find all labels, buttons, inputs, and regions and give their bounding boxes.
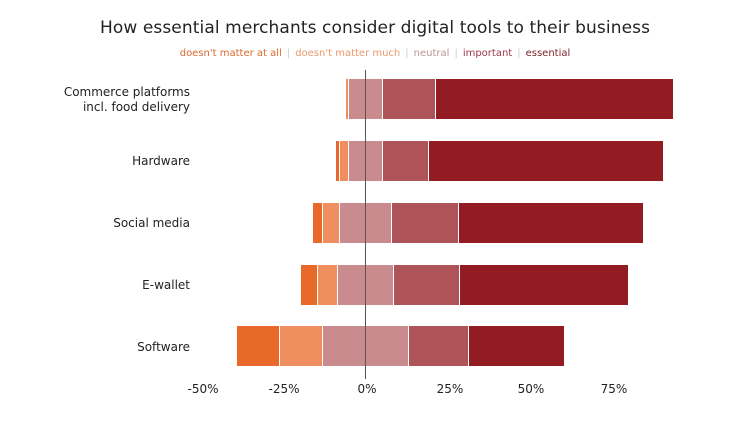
x-tick-label: -50% — [187, 382, 219, 396]
x-tick-label: 25% — [436, 382, 464, 396]
legend-separator: | — [454, 48, 458, 59]
bar-segment-important — [394, 265, 461, 305]
legend-item-doesnt-matter-at-all: doesn't matter at all — [179, 48, 282, 59]
bar-segment-doesn-t-matter-much — [339, 141, 350, 181]
legend: doesn't matter at all | doesn't matter muc… — [0, 48, 750, 59]
bar-segment-doesn-t-matter-much — [322, 203, 340, 243]
zero-axis-line — [365, 70, 366, 379]
bar-segment-doesn-t-matter-much — [346, 79, 350, 119]
bar-segment-doesn-t-matter-at-all — [313, 203, 323, 243]
legend-item-important: important — [462, 48, 513, 59]
row-label-hardware: Hardware — [132, 154, 190, 168]
chart-title: How essential merchants consider digital… — [99, 18, 651, 38]
legend-item-essential: essential — [525, 48, 571, 59]
bar-segment-doesn-t-matter-at-all — [301, 265, 318, 305]
bar-segment-essential — [468, 326, 565, 366]
bar-segment-doesn-t-matter-much — [279, 326, 323, 366]
row-label-e-wallet: E-wallet — [142, 278, 190, 292]
x-tick-label: 0% — [357, 382, 377, 396]
bar-segment-important — [392, 203, 459, 243]
bar-segment-essential — [458, 203, 645, 243]
row-label-social-media: Social media — [113, 216, 190, 230]
legend-separator: | — [405, 48, 409, 59]
legend-item-neutral: neutral — [413, 48, 450, 59]
legend-separator: | — [286, 48, 291, 59]
row-label-line: Commerce platforms — [63, 85, 190, 99]
x-tick-label: 50% — [517, 382, 545, 396]
row-label-software: Software — [137, 340, 190, 354]
bar-segment-essential — [428, 141, 664, 181]
bar-segment-doesn-t-matter-much — [318, 265, 338, 305]
x-tick-label: 75% — [600, 382, 628, 396]
bar-segment-essential — [435, 79, 674, 119]
bar-segment-important — [382, 141, 429, 181]
bar-segment-essential — [460, 265, 630, 305]
legend-item-doesnt-matter-much: doesn't matter much — [295, 48, 401, 59]
row-label-line: incl. food delivery — [82, 100, 190, 114]
x-tick-label: -25% — [268, 382, 300, 396]
bar-segment-doesn-t-matter-at-all — [236, 326, 280, 366]
legend-separator: | — [517, 48, 521, 59]
row-label-commerce-platforms: Commerce platforms incl. food delivery — [0, 85, 190, 115]
bar-segment-doesn-t-matter-at-all — [336, 141, 340, 181]
bar-segment-important — [382, 79, 436, 119]
bar-segment-important — [409, 326, 469, 366]
